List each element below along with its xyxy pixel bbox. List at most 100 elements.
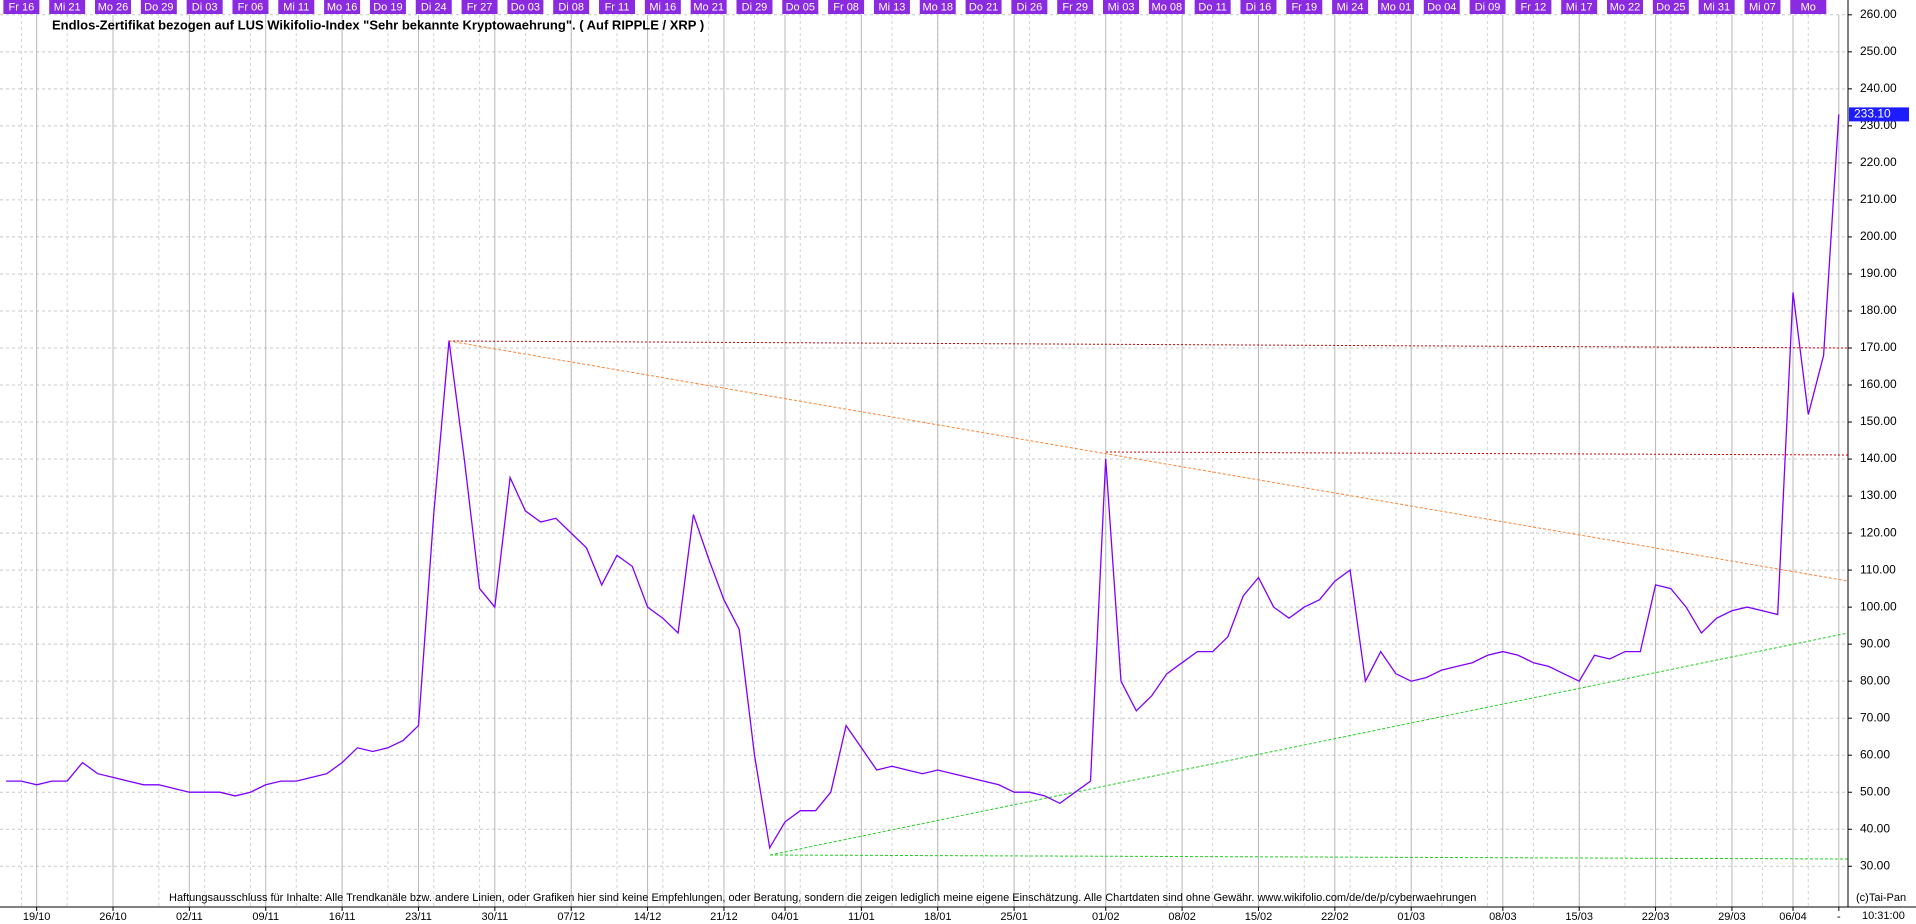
top-label-box — [828, 0, 865, 14]
time-label: 10:31:00 — [1862, 910, 1905, 922]
top-label-box — [1240, 0, 1277, 14]
x-tick-label: 25/01 — [1000, 911, 1028, 923]
chart-title: Endlos-Zertifikat bezogen auf LUS Wikifo… — [52, 17, 704, 32]
top-label: Do 19 — [373, 1, 402, 13]
top-label-box — [644, 0, 681, 14]
top-label-box — [95, 0, 132, 14]
top-label: Fr 29 — [1062, 1, 1088, 13]
top-label-box — [324, 0, 361, 14]
top-label-box — [690, 0, 727, 14]
top-label: Di 03 — [192, 1, 218, 13]
x-tick-label: 30/11 — [481, 911, 508, 923]
resistance-line — [448, 340, 1849, 349]
y-tick-label: 150.00 — [1860, 414, 1897, 428]
top-label-box — [1790, 0, 1827, 14]
y-tick-label: 180.00 — [1860, 303, 1897, 317]
labels: 30.00 40.00 50.00 60.00 70.00 80.00 90.00 100.0… — [3, 0, 1909, 923]
x-tick-label: 29/03 — [1718, 911, 1746, 923]
y-tick-label: 170.00 — [1860, 340, 1897, 354]
x-tick-label: 02/11 — [176, 911, 203, 923]
top-label: Mi 13 — [878, 1, 905, 13]
trendlines — [448, 340, 1849, 860]
top-label: Mo 16 — [327, 1, 358, 13]
top-label-box — [49, 0, 86, 14]
top-label-box — [1057, 0, 1094, 14]
top-label: Mo 08 — [1152, 1, 1183, 13]
top-label: Mo 18 — [922, 1, 953, 13]
top-label-box — [1744, 0, 1781, 14]
top-label: Do 05 — [786, 1, 815, 13]
grid — [0, 14, 1852, 907]
x-tick-label: 23/11 — [405, 911, 432, 923]
top-label: Mi 16 — [649, 1, 676, 13]
y-tick-label: 100.00 — [1860, 599, 1897, 613]
uptrend-line — [769, 632, 1849, 856]
x-tick-label: 01/02 — [1092, 911, 1120, 923]
top-label-box — [553, 0, 590, 14]
top-label: Do 29 — [144, 1, 173, 13]
top-label-box — [599, 0, 636, 14]
top-label: Mo 21 — [693, 1, 724, 13]
top-label: Di 26 — [1017, 1, 1043, 13]
top-label-box — [1561, 0, 1598, 14]
x-tick-label: 08/02 — [1168, 911, 1196, 923]
y-tick-label: 210.00 — [1860, 192, 1897, 206]
x-tick-label: 16/11 — [329, 911, 356, 923]
y-tick-label: 70.00 — [1860, 710, 1890, 724]
downtrend-line — [448, 340, 1849, 582]
top-label: Fr 11 — [605, 1, 630, 13]
top-label-box — [507, 0, 544, 14]
top-label: Mo 01 — [1381, 1, 1412, 13]
x-tick-label: 11/01 — [848, 911, 875, 923]
disclaimer: Haftungsausschluss für Inhalte: Alle Tre… — [169, 892, 1476, 904]
top-label: Di 09 — [1475, 1, 1501, 13]
top-label-box — [1515, 0, 1552, 14]
top-label: Mi 07 — [1749, 1, 1776, 13]
top-label: Fr 27 — [467, 1, 493, 13]
x-tick-label: - — [1837, 911, 1841, 923]
y-tick-label: 160.00 — [1860, 377, 1897, 391]
top-label-box — [965, 0, 1002, 14]
top-label: Do 11 — [1198, 1, 1227, 13]
x-tick-label: 14/12 — [634, 911, 662, 923]
top-label-box — [278, 0, 315, 14]
top-label-box — [186, 0, 223, 14]
top-label-box — [1607, 0, 1644, 14]
x-tick-label: 21/12 — [710, 911, 738, 923]
top-label-box — [919, 0, 956, 14]
top-label: Fr 06 — [238, 1, 264, 13]
top-label: Mo 22 — [1610, 1, 1641, 13]
top-label: Mi 11 — [283, 1, 309, 13]
y-tick-label: 30.00 — [1860, 858, 1890, 872]
x-tick-label: 22/02 — [1321, 911, 1349, 923]
top-label-box — [1194, 0, 1231, 14]
x-tick-label: 15/03 — [1565, 911, 1593, 923]
y-tick-label: 60.00 — [1860, 747, 1890, 761]
y-tick-label: 80.00 — [1860, 673, 1890, 687]
top-label-box — [415, 0, 452, 14]
top-label-box — [1011, 0, 1048, 14]
top-label-box — [736, 0, 773, 14]
top-label-box — [782, 0, 819, 14]
x-tick-label: 19/10 — [23, 911, 51, 923]
x-tick-label: 08/03 — [1489, 911, 1517, 923]
x-tick-label: 15/02 — [1245, 911, 1273, 923]
y-tick-label: 220.00 — [1860, 155, 1897, 169]
top-label: Di 24 — [421, 1, 447, 13]
top-label: Di 08 — [558, 1, 584, 13]
x-tick-label: 09/11 — [252, 911, 279, 923]
top-label: Do 21 — [969, 1, 998, 13]
y-tick-label: 250.00 — [1860, 44, 1897, 58]
y-tick-label: 230.00 — [1860, 118, 1897, 132]
x-tick-label: 18/01 — [924, 911, 952, 923]
top-label-box — [1652, 0, 1689, 14]
top-label-box — [461, 0, 498, 14]
y-tick-label: 190.00 — [1860, 266, 1897, 280]
top-label: Mi 03 — [1108, 1, 1135, 13]
top-label-box — [1286, 0, 1323, 14]
y-tick-label: 130.00 — [1860, 488, 1897, 502]
top-label: Do 04 — [1427, 1, 1456, 13]
top-label-box — [369, 0, 406, 14]
